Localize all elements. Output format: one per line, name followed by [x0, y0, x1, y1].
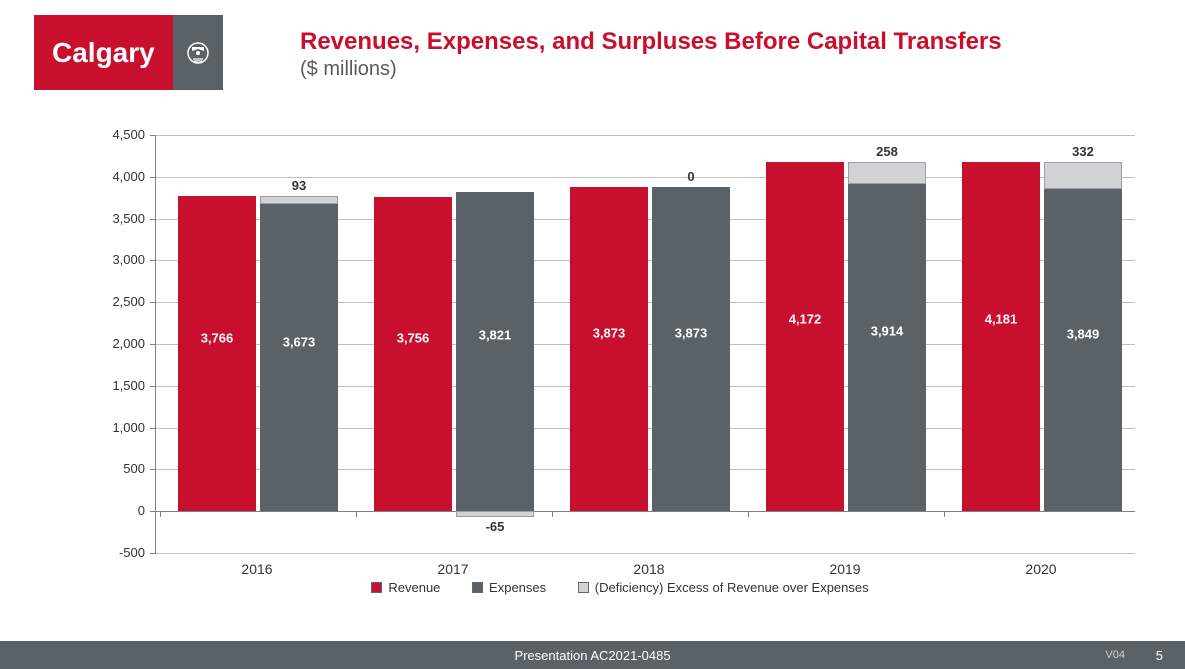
x-tick: [160, 511, 161, 517]
bar-surplus: [456, 511, 534, 516]
bar-value-label: 3,873: [652, 326, 730, 341]
logo-block: Calgary: [34, 15, 223, 90]
grid-line: [156, 553, 1135, 554]
chart: 3,766 3,673 93 3,756 3,821 -65 3,873 3,873 0 4,17…: [95, 128, 1145, 598]
bar-expenses: 3,849: [1044, 189, 1122, 511]
x-axis-label: 2016: [197, 561, 317, 577]
y-axis-label: 3,500: [95, 211, 145, 226]
y-axis-label: 1,000: [95, 420, 145, 435]
legend-label-surplus: (Deficiency) Excess of Revenue over Expe…: [595, 580, 869, 595]
bar-expenses: 3,914: [848, 184, 926, 511]
bar-value-label: 3,673: [260, 335, 338, 350]
bar-value-label: 3,766: [178, 331, 256, 346]
bar-value-label: 3,914: [848, 324, 926, 339]
y-axis-label: 4,000: [95, 169, 145, 184]
bar-revenue: 3,766: [178, 196, 256, 511]
y-tick: [150, 344, 156, 345]
bar-revenue: 4,172: [766, 162, 844, 511]
surplus-value-label: 93: [260, 178, 338, 193]
y-axis-label: -500: [95, 545, 145, 560]
footer-center: Presentation AC2021-0485: [514, 648, 670, 663]
legend: Revenue Expenses (Deficiency) Excess of …: [95, 580, 1145, 596]
y-axis-label: 500: [95, 461, 145, 476]
bar-surplus: [1044, 162, 1122, 190]
bar-expenses: 3,873: [652, 187, 730, 511]
footer-bar: Presentation AC2021-0485 V04 5: [0, 641, 1185, 669]
footer-page-number: 5: [1156, 648, 1163, 663]
surplus-value-label: 332: [1044, 144, 1122, 159]
x-axis-label: 2020: [981, 561, 1101, 577]
x-axis-label: 2017: [393, 561, 513, 577]
surplus-value-label: -65: [456, 519, 534, 534]
y-tick: [150, 511, 156, 512]
surplus-value-label: 258: [848, 144, 926, 159]
y-tick: [150, 428, 156, 429]
grid-line: [156, 135, 1135, 136]
x-axis-label: 2018: [589, 561, 709, 577]
legend-label-revenue: Revenue: [388, 580, 440, 595]
y-axis-label: 2,500: [95, 294, 145, 309]
swatch-surplus: [578, 582, 589, 593]
grid-line: [156, 511, 1135, 512]
bar-expenses: 3,821: [456, 192, 534, 511]
bar-revenue: 4,181: [962, 162, 1040, 512]
bar-value-label: 4,181: [962, 311, 1040, 326]
y-axis-label: 1,500: [95, 378, 145, 393]
legend-item-surplus: (Deficiency) Excess of Revenue over Expe…: [578, 580, 869, 595]
legend-label-expenses: Expenses: [489, 580, 546, 595]
y-axis-label: 3,000: [95, 252, 145, 267]
bar-value-label: 3,873: [570, 326, 648, 341]
y-tick: [150, 469, 156, 470]
logo-wordmark: Calgary: [34, 15, 173, 90]
bar-value-label: 3,821: [456, 328, 534, 343]
x-axis-label: 2019: [785, 561, 905, 577]
y-axis-label: 0: [95, 503, 145, 518]
plot-area: 3,766 3,673 93 3,756 3,821 -65 3,873 3,873 0 4,17…: [155, 135, 1135, 553]
y-tick: [150, 386, 156, 387]
bar-expenses: 3,673: [260, 204, 338, 511]
y-tick: [150, 177, 156, 178]
title-area: Revenues, Expenses, and Surpluses Before…: [300, 28, 1002, 81]
y-tick: [150, 260, 156, 261]
bar-surplus: [260, 196, 338, 204]
y-tick: [150, 135, 156, 136]
y-axis-label: 4,500: [95, 127, 145, 142]
y-tick: [150, 219, 156, 220]
bar-revenue: 3,873: [570, 187, 648, 511]
swatch-revenue: [371, 582, 382, 593]
bar-value-label: 4,172: [766, 312, 844, 327]
crest-icon: [182, 37, 214, 69]
footer-version: V04: [1105, 649, 1125, 661]
bar-revenue: 3,756: [374, 197, 452, 511]
y-axis-label: 2,000: [95, 336, 145, 351]
slide-subtitle: ($ millions): [300, 58, 1002, 81]
swatch-expenses: [472, 582, 483, 593]
slide: Calgary Revenues, Expenses, and Surpluse…: [0, 0, 1185, 669]
slide-title: Revenues, Expenses, and Surpluses Before…: [300, 28, 1002, 56]
bar-surplus: [848, 162, 926, 184]
logo-crest: [173, 15, 223, 90]
surplus-value-label: 0: [652, 169, 730, 184]
bar-value-label: 3,756: [374, 331, 452, 346]
y-tick: [150, 302, 156, 303]
legend-item-revenue: Revenue: [371, 580, 440, 595]
bar-value-label: 3,849: [1044, 327, 1122, 342]
legend-item-expenses: Expenses: [472, 580, 546, 595]
y-tick: [150, 553, 156, 554]
